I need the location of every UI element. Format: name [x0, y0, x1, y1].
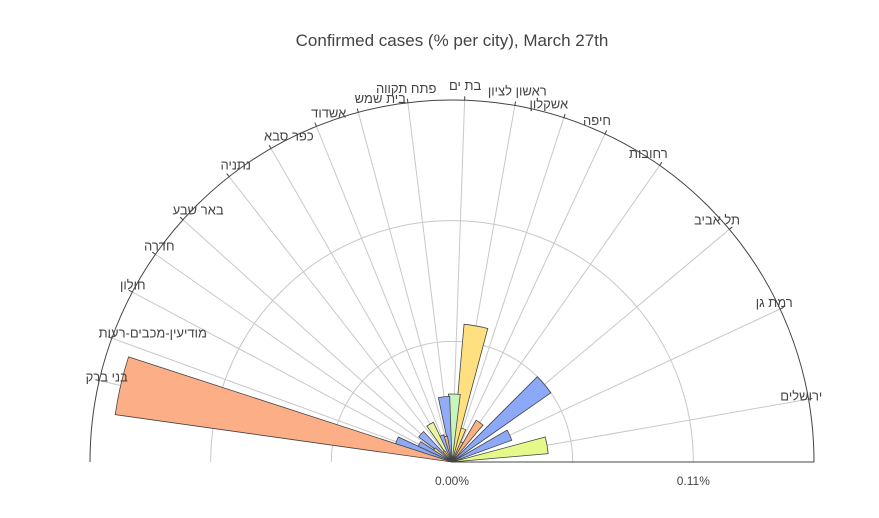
grid-spoke: [451, 117, 565, 463]
category-label: בת ים: [449, 78, 482, 93]
category-label: נתניה: [221, 158, 251, 173]
category-label: תל אביב: [694, 212, 740, 227]
category-label: רמת גן: [756, 295, 793, 310]
bar-0: [451, 436, 549, 463]
category-tick: [356, 108, 359, 113]
category-label: אשקלון: [529, 96, 568, 111]
category-tick: [95, 379, 100, 382]
grid-spoke: [228, 176, 453, 463]
bar-2: [451, 376, 552, 463]
radial-tick-label: 0.11%: [677, 474, 710, 488]
category-tick: [107, 336, 113, 339]
radial-ticks: 0.00% 0.11%: [435, 474, 710, 488]
category-label: באר שבע: [173, 202, 224, 217]
grid-spoke: [270, 148, 453, 463]
grid-spoke: [451, 133, 606, 463]
category-label: חדרה: [144, 238, 175, 253]
category-label: בית שמש: [355, 91, 406, 106]
category-label: רחובות: [629, 146, 668, 161]
category-tick: [659, 161, 663, 166]
grid-spoke: [155, 253, 453, 463]
category-label: מודיעין-מכבים-רעות: [99, 325, 207, 340]
category-tick: [151, 251, 156, 255]
category-tick: [128, 289, 133, 293]
bar-13: [418, 430, 453, 463]
grid-arc: [330, 340, 574, 463]
category-tick: [179, 216, 184, 221]
category-tick: [514, 101, 517, 106]
category-tick: [808, 397, 813, 400]
outer-arc: [89, 99, 815, 463]
category-label: פתח תקווה: [376, 81, 437, 96]
category-labels: ירושלים רמת גן תל אביב רחובות חיפה אשקלוןראשו…: [86, 78, 823, 403]
grid-spoke: [111, 337, 453, 463]
chart-title: Confirmed cases (% per city), March 27th: [296, 31, 609, 50]
bar-6: [451, 323, 489, 463]
category-label: ירושלים: [780, 389, 822, 404]
category-tick: [728, 226, 733, 230]
category-tick: [604, 130, 608, 135]
bar-3: [451, 419, 484, 463]
grid-spoke: [182, 219, 453, 463]
bar-17: [114, 356, 453, 463]
category-tick: [779, 306, 784, 310]
grid-spoke: [315, 126, 453, 463]
category-label: כפר סבא: [264, 128, 314, 143]
category-label: חולון: [120, 277, 146, 292]
category-label: אשדוד: [311, 105, 346, 120]
category-tick: [563, 113, 566, 118]
grid-spoke: [357, 112, 453, 463]
bar-1: [451, 429, 513, 463]
category-label: בני ברק: [86, 369, 128, 384]
category-label: ראשון לציון: [488, 84, 547, 99]
grid-spoke: [132, 291, 453, 463]
category-label: חיפה: [583, 113, 611, 128]
category-tick: [314, 122, 317, 127]
radial-tick-label: 0.00%: [435, 474, 469, 488]
category-tick: [268, 144, 272, 149]
category-tick: [226, 173, 230, 178]
grid-spoke: [451, 165, 661, 463]
bars: [114, 323, 552, 463]
